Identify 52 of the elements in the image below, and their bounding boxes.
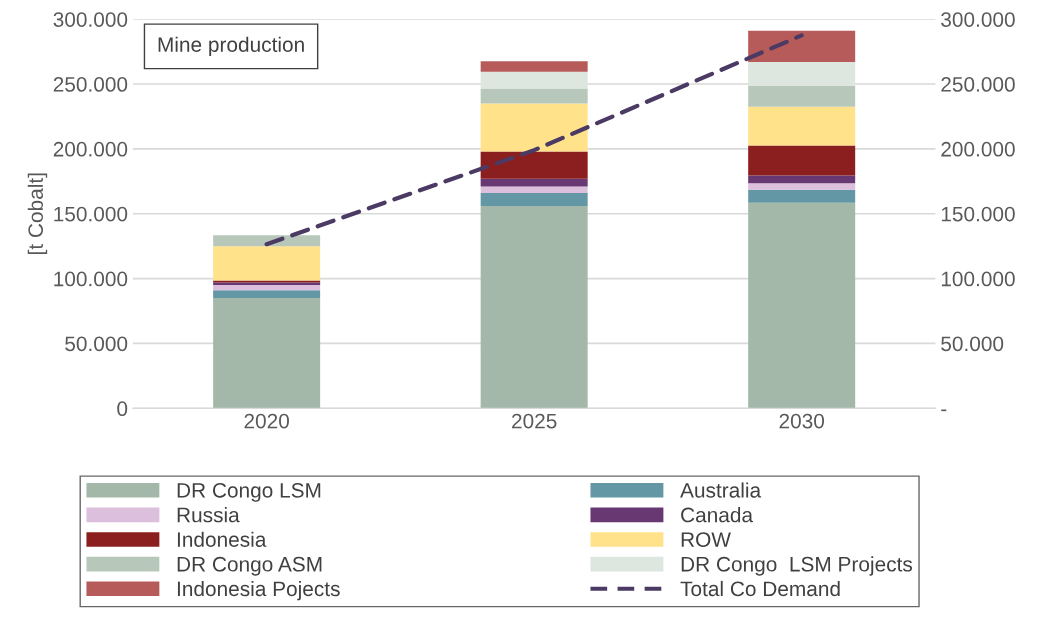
bar bbox=[748, 106, 856, 146]
legend-label: Australia bbox=[680, 482, 762, 498]
y-tick-label: 100.000 bbox=[54, 271, 128, 287]
bar bbox=[480, 178, 588, 187]
bar bbox=[748, 175, 856, 184]
bar bbox=[748, 30, 856, 62]
y2-tick-label: 100.000 bbox=[941, 271, 1015, 287]
legend-label: DR Congo ASM bbox=[177, 556, 322, 576]
bar bbox=[480, 103, 588, 152]
y-tick-label: 250.000 bbox=[53, 77, 128, 92]
bar bbox=[480, 205, 588, 409]
y2-tick-label: 200.000 bbox=[941, 141, 1015, 157]
bar bbox=[748, 145, 856, 176]
bar bbox=[480, 61, 588, 72]
bar bbox=[480, 192, 588, 206]
y2-tick-label: 50.000 bbox=[941, 336, 1004, 352]
annotation: Mine production bbox=[158, 36, 304, 57]
y2-tick-label: 300.000 bbox=[941, 12, 1015, 27]
bar bbox=[480, 186, 588, 193]
y2-tick-label: 250.000 bbox=[941, 77, 1015, 92]
y-tick-label: 200.000 bbox=[53, 141, 128, 157]
y2-tick-label: 150.000 bbox=[941, 206, 1015, 222]
bar bbox=[480, 71, 588, 89]
bar bbox=[213, 246, 321, 281]
x-tick-label: 2030 bbox=[779, 413, 825, 429]
y-tick-label: 50.000 bbox=[65, 336, 128, 352]
y2-tick-label: - bbox=[941, 409, 947, 412]
x-tick-label: 2020 bbox=[244, 413, 289, 429]
bar bbox=[480, 88, 588, 104]
bar bbox=[748, 85, 856, 107]
bar bbox=[748, 202, 856, 409]
bar bbox=[213, 298, 321, 409]
legend-label: DR Congo LSM Projects bbox=[681, 556, 913, 576]
bar bbox=[748, 183, 856, 190]
legend-label: Indonesia Pojects bbox=[177, 580, 340, 601]
legend-label: DR Congo LSM bbox=[177, 482, 321, 502]
legend-label: Canada bbox=[681, 507, 754, 523]
y-tick-label: 0 bbox=[117, 401, 128, 417]
legend-label: Total Co Demand bbox=[680, 580, 840, 597]
y-tick-label: 150.000 bbox=[54, 206, 128, 222]
bar bbox=[748, 61, 856, 86]
y-tick-label: 300.000 bbox=[53, 12, 128, 27]
legend-label: Indonesia bbox=[177, 531, 267, 547]
bar bbox=[480, 151, 588, 179]
bar bbox=[748, 189, 856, 203]
bar bbox=[213, 290, 321, 299]
bar bbox=[213, 235, 321, 247]
bar bbox=[213, 285, 321, 291]
legend-label: Russia bbox=[177, 507, 240, 523]
y-axis-title: [t Cobalt] bbox=[27, 173, 48, 254]
x-tick-label: 2025 bbox=[512, 413, 557, 429]
legend-label: ROW bbox=[681, 532, 731, 547]
